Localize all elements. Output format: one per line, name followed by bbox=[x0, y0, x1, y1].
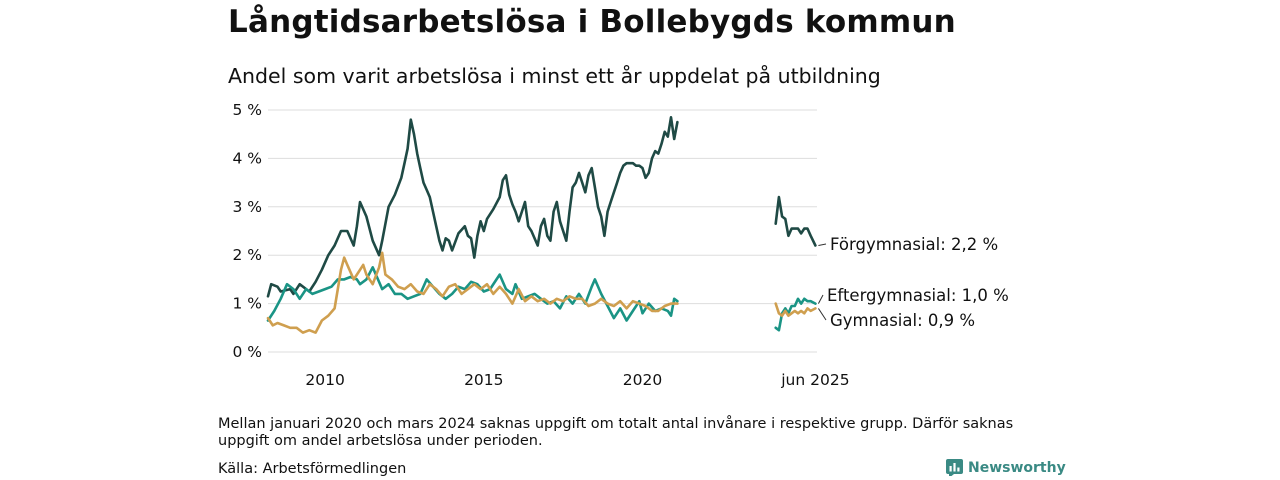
y-tick-label: 3 % bbox=[232, 198, 262, 216]
chart-title: Långtidsarbetslösa i Bollebygds kommun bbox=[228, 4, 956, 40]
source-text: Källa: Arbetsförmedlingen bbox=[218, 461, 407, 477]
brand-name: Newsworthy bbox=[968, 459, 1066, 476]
x-tick-label: 2020 bbox=[623, 371, 662, 389]
x-tick-label: jun 2025 bbox=[780, 371, 849, 389]
series-end-labels: Förgymnasial: 2,2 % Eftergymnasial: 1,0 %… bbox=[817, 235, 1009, 330]
series-line-0-segment-0 bbox=[266, 116, 679, 298]
series-line-2-segment-0 bbox=[266, 251, 679, 334]
brand-logo: Newsworthy bbox=[946, 459, 1066, 476]
x-tick-label: 2010 bbox=[305, 371, 344, 389]
series-end-label: Eftergymnasial: 1,0 % bbox=[827, 286, 1009, 305]
y-tick-label: 0 % bbox=[232, 343, 262, 361]
y-axis-ticks: 0 % 1 % 2 % 3 % 4 % 5 % bbox=[232, 101, 262, 361]
y-tick-label: 1 % bbox=[232, 295, 262, 313]
y-tick-label: 5 % bbox=[232, 101, 262, 119]
series-end-label: Förgymnasial: 2,2 % bbox=[830, 235, 998, 254]
series-line-0-segment-1 bbox=[774, 195, 817, 247]
line-chart: 0 %1 %2 %3 %4 %5 % 2010 2015 2020 jun 2025 … bbox=[232, 101, 1009, 389]
y-tick-label: 4 % bbox=[232, 149, 262, 167]
series-line-1-segment-1 bbox=[774, 297, 817, 332]
series-line-2-segment-1 bbox=[774, 302, 817, 317]
x-axis-ticks: 2010 2015 2020 jun 2025 bbox=[305, 371, 849, 389]
footnote: Mellan januari 2020 och mars 2024 saknas… bbox=[218, 416, 1014, 449]
x-tick-label: 2015 bbox=[464, 371, 503, 389]
chart-subtitle: Andel som varit arbetslösa i minst ett å… bbox=[228, 64, 881, 88]
y-tick-label: 2 % bbox=[232, 246, 262, 264]
end-label-leader-2 bbox=[817, 308, 827, 321]
gridlines bbox=[268, 109, 817, 353]
series-lines bbox=[266, 116, 817, 334]
end-label-leader-1 bbox=[817, 294, 824, 304]
newsworthy-logo-icon bbox=[946, 459, 963, 476]
end-label-leader-0 bbox=[818, 243, 827, 247]
series-end-label: Gymnasial: 0,9 % bbox=[830, 311, 975, 330]
